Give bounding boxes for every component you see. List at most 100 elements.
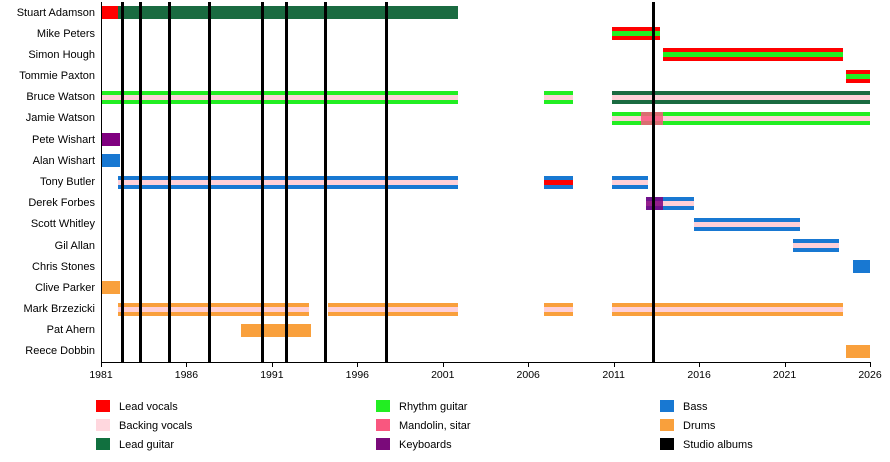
legend-column: Rhythm guitar Mandolin, sitar Keyboards [376, 396, 471, 453]
timeline-bar [611, 302, 843, 316]
studio-album-marker [120, 2, 124, 362]
legend-item[interactable]: Keyboards [376, 434, 471, 453]
member-label: Simon Hough [28, 48, 95, 61]
legend-item[interactable]: Drums [660, 415, 753, 434]
legend-label: Lead vocals [119, 401, 178, 413]
timeline-bar-stripe [646, 200, 694, 206]
legend-swatch-icon [660, 419, 674, 431]
y-axis-line [101, 2, 102, 362]
timeline-bar [663, 48, 843, 62]
member-label: Pat Ahern [46, 324, 95, 337]
timeline-bar [118, 302, 310, 316]
timeline-bar-stripe [543, 306, 573, 312]
timeline-bar-stripe [118, 306, 310, 312]
timeline-bar-stripe [543, 179, 573, 185]
timeline-bar [118, 175, 459, 189]
chart-legend: Lead vocals Backing vocals Lead guitar Rhyt… [0, 396, 890, 462]
legend-label: Bass [683, 401, 708, 413]
x-axis-tick-label: 2001 [431, 369, 455, 381]
legend-swatch-icon [96, 400, 110, 412]
studio-album-marker [207, 2, 211, 362]
member-label: Scott Whitley [30, 218, 95, 231]
legend-swatch-icon [376, 419, 390, 431]
x-axis-tick [613, 362, 615, 367]
legend-item[interactable]: Lead vocals [96, 396, 192, 415]
studio-album-marker [284, 2, 288, 362]
member-label: Gil Allan [54, 239, 95, 252]
timeline-bar [101, 133, 120, 147]
legend-swatch-icon [660, 400, 674, 412]
studio-album-marker [260, 2, 264, 362]
timeline-bar [543, 90, 573, 104]
x-axis-tick-label: 2026 [858, 369, 882, 381]
timeline-bar [241, 323, 312, 337]
legend-swatch-icon [96, 419, 110, 431]
timeline-bar-stripe [693, 221, 800, 227]
studio-album-marker [651, 2, 655, 362]
legend-swatch-icon [660, 438, 674, 450]
x-axis-tick-label: 2016 [687, 369, 711, 381]
timeline-bar-stripe [611, 306, 843, 312]
legend-label: Studio albums [683, 439, 753, 451]
timeline-bar-stripe [328, 306, 459, 312]
x-axis-tick [271, 362, 273, 367]
legend-label: Rhythm guitar [399, 401, 468, 413]
legend-swatch-icon [376, 400, 390, 412]
timeline-bar [852, 260, 870, 274]
legend-label: Lead guitar [119, 439, 175, 451]
timeline-bar [101, 281, 120, 295]
timeline-bar-stripe [793, 243, 840, 249]
studio-album-marker [139, 2, 143, 362]
timeline-bar [611, 90, 870, 104]
studio-album-marker [385, 2, 389, 362]
studio-album-marker [323, 2, 327, 362]
timeline-bar [611, 175, 648, 189]
x-axis-tick [442, 362, 444, 367]
timeline-bar-stripe [611, 94, 870, 100]
timeline-plot-area [101, 2, 870, 362]
x-axis-tick [357, 362, 359, 367]
legend-label: Drums [683, 420, 716, 432]
timeline-bar [543, 302, 573, 316]
legend-item[interactable]: Studio albums [660, 434, 753, 453]
timeline-bar [101, 90, 459, 104]
member-label: Mike Peters [36, 27, 95, 40]
timeline-bar [611, 111, 870, 125]
legend-swatch-icon [96, 438, 110, 450]
x-axis-tick [870, 362, 871, 367]
timeline-bar-stripe [663, 52, 843, 58]
timeline-bar-stripe [611, 115, 870, 121]
timeline-bar [846, 69, 870, 83]
timeline-bar [118, 6, 459, 20]
legend-item[interactable]: Bass [660, 396, 753, 415]
x-axis-tick [528, 362, 530, 367]
timeline-bar-stripe [611, 179, 648, 185]
member-label: Mark Brzezicki [23, 303, 95, 316]
timeline-bar [646, 196, 694, 210]
legend-column: Bass Drums Studio albums [660, 396, 753, 453]
legend-item[interactable]: Mandolin, sitar [376, 415, 471, 434]
timeline-bar [693, 217, 800, 231]
member-label: Tommie Paxton [19, 70, 95, 83]
legend-label: Mandolin, sitar [399, 420, 471, 432]
timeline-bar [543, 175, 573, 189]
legend-item[interactable]: Backing vocals [96, 415, 192, 434]
x-axis-line [101, 362, 871, 363]
member-label: Stuart Adamson [16, 6, 95, 19]
legend-label: Keyboards [399, 439, 452, 451]
member-label: Tony Butler [39, 176, 95, 188]
member-label: Bruce Watson [26, 91, 95, 104]
member-label: Alan Wishart [32, 154, 95, 167]
member-label: Pete Wishart [32, 133, 95, 146]
legend-column: Lead vocals Backing vocals Lead guitar [96, 396, 192, 453]
x-axis-tick-label: 2021 [772, 369, 797, 381]
legend-item[interactable]: Rhythm guitar [376, 396, 471, 415]
legend-label: Backing vocals [119, 420, 193, 432]
legend-item[interactable]: Lead guitar [96, 434, 192, 453]
timeline-bar [611, 27, 660, 41]
member-label: Clive Parker [35, 281, 95, 294]
member-label: Derek Forbes [28, 197, 95, 210]
x-axis-tick [699, 362, 701, 367]
timeline-bar-stripe [118, 179, 459, 185]
